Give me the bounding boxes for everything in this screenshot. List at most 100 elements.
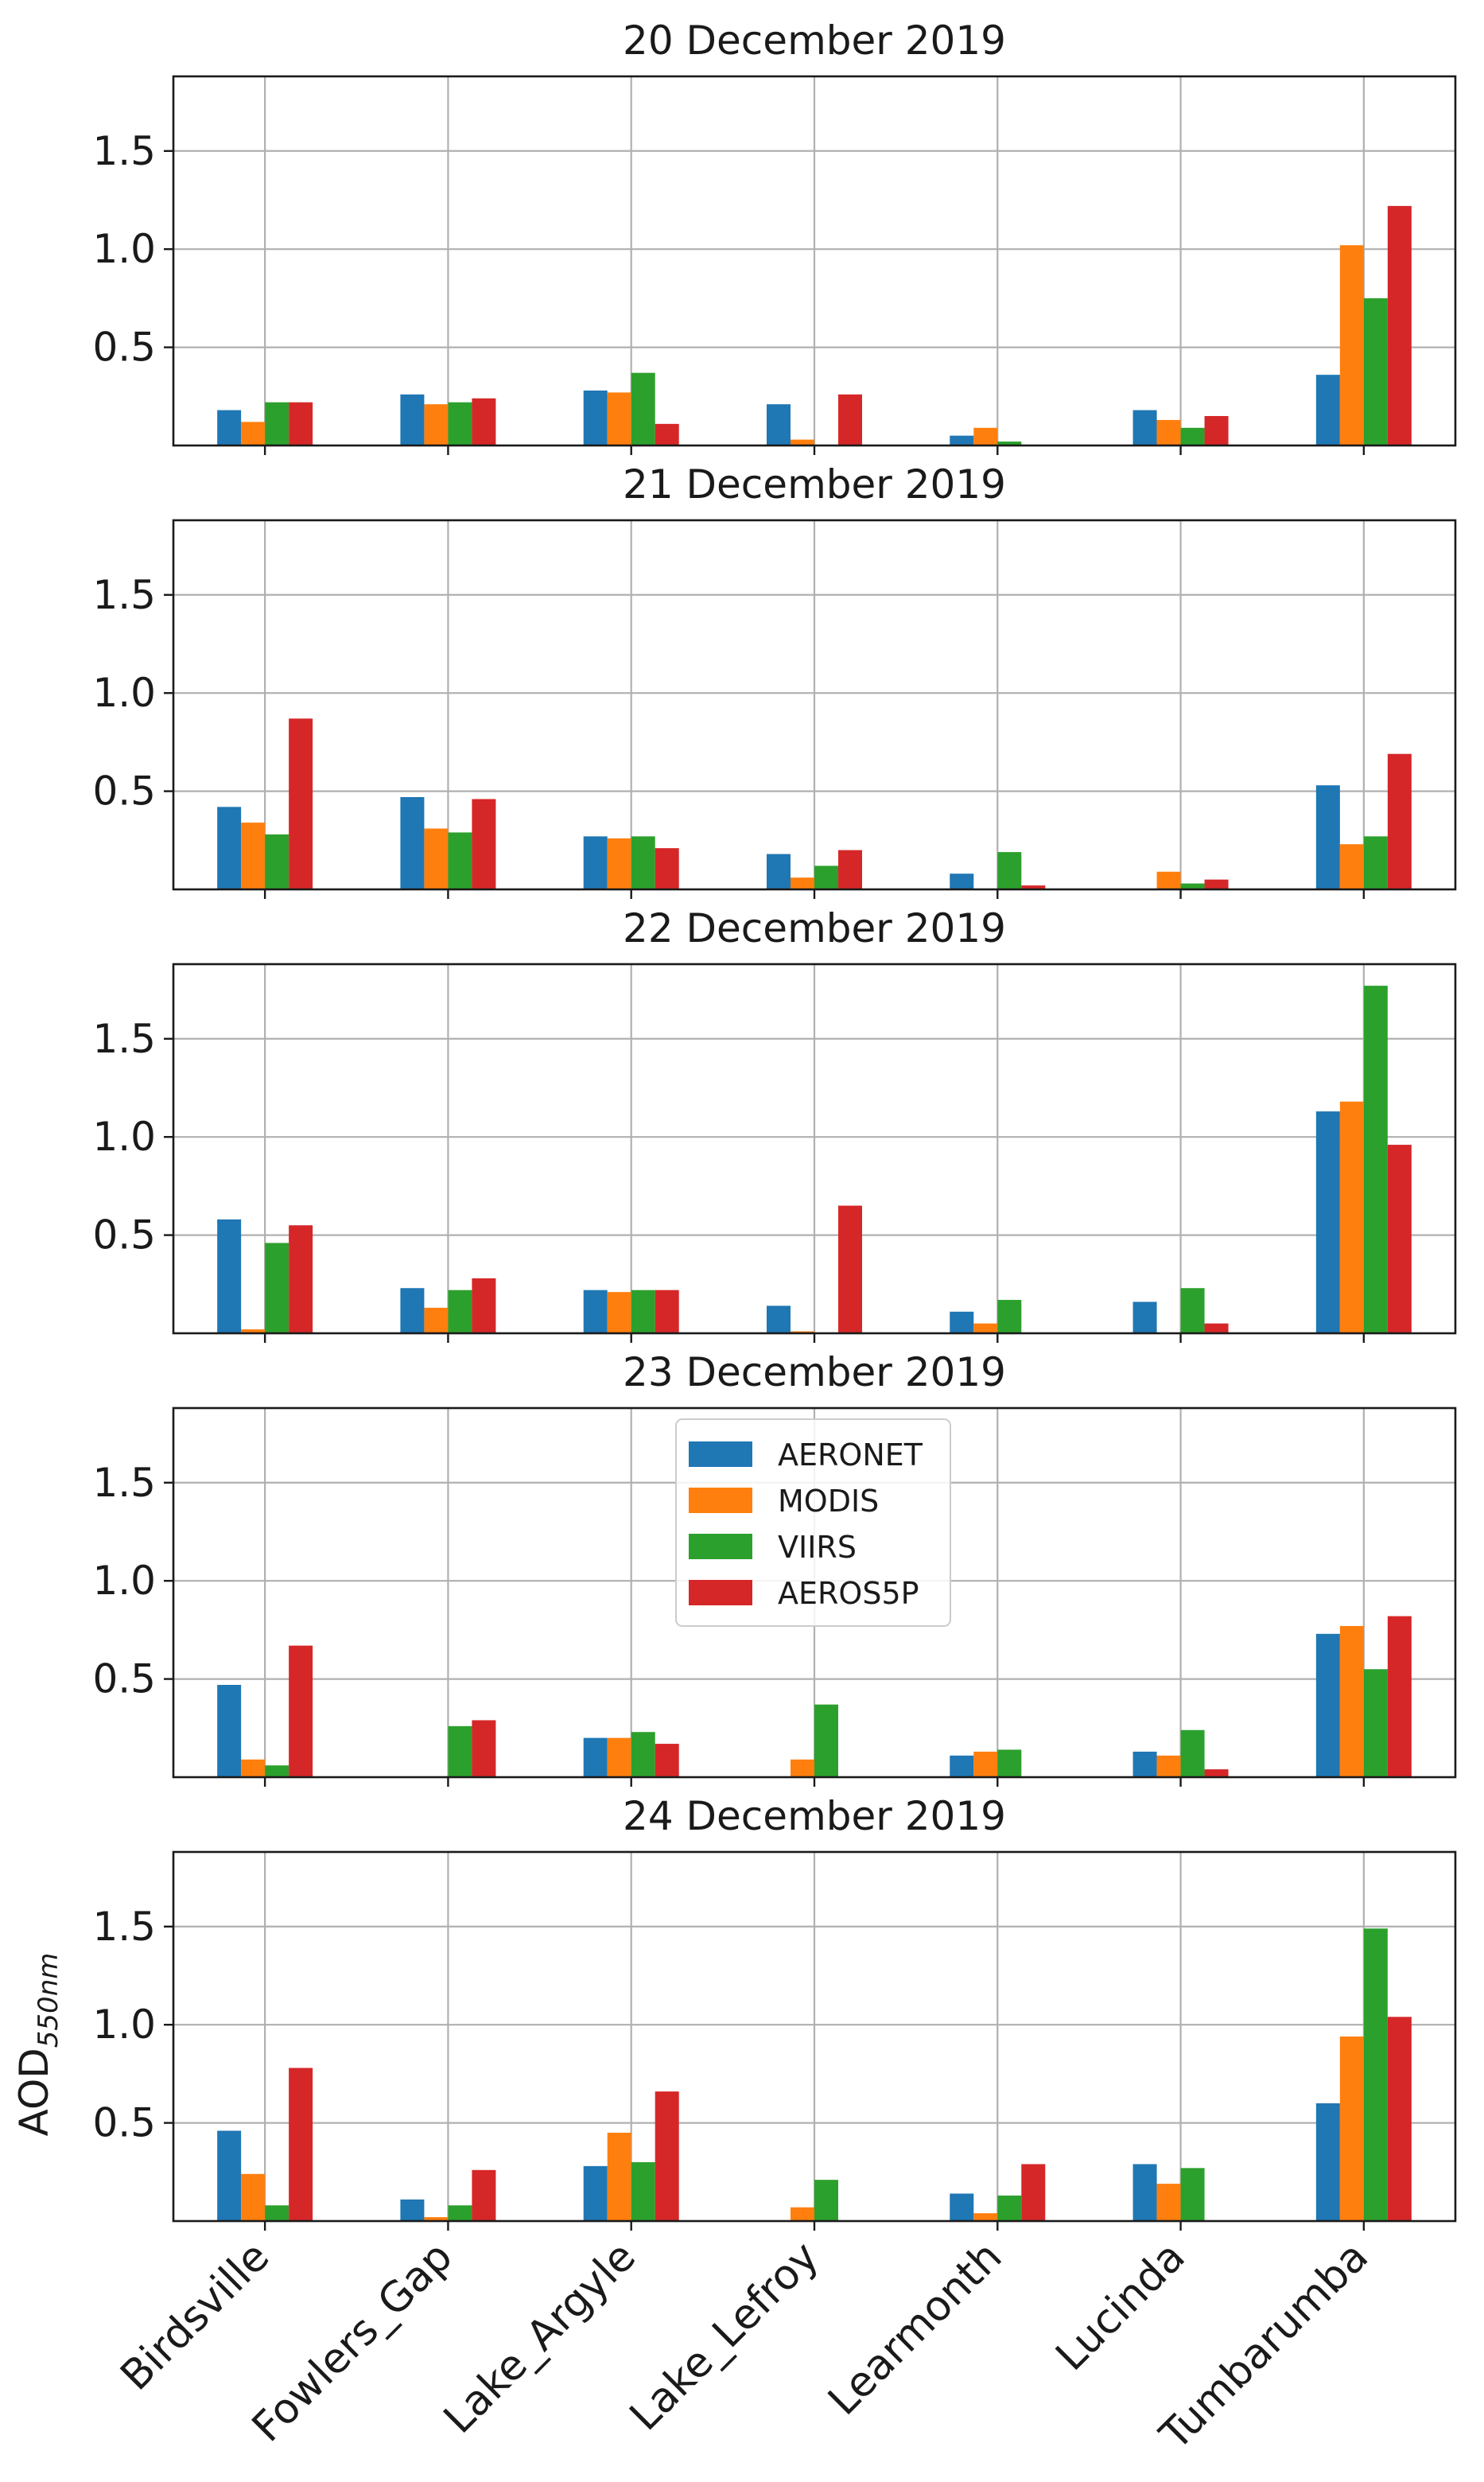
bar-modis-lake_lefroy — [791, 439, 814, 445]
bar-viirs-birdsville — [265, 2205, 289, 2221]
bar-aeros5p-lake_lefroy — [838, 394, 862, 445]
panel-title: 22 December 2019 — [623, 905, 1006, 951]
bar-modis-lake_argyle — [607, 1737, 631, 1777]
bar-modis-learmonth — [973, 2213, 998, 2221]
bar-aeros5p-fowlers_gap — [472, 799, 496, 889]
bar-viirs-learmonth — [997, 852, 1022, 889]
axes-frame — [172, 963, 1457, 1335]
bar-aeronet-fowlers_gap — [400, 394, 425, 445]
bar-aeronet-learmonth — [950, 1311, 974, 1333]
bar-viirs-tumbarumba — [1363, 1669, 1388, 1777]
bar-aeronet-lucinda — [1132, 410, 1157, 445]
bar-aeronet-lucinda — [1132, 2164, 1157, 2221]
legend-swatch-aeronet — [689, 1441, 752, 1467]
axes-frame — [172, 1406, 1457, 1779]
bar-modis-lake_argyle — [607, 838, 631, 889]
bar-viirs-learmonth — [997, 2195, 1022, 2221]
legend-label-aeros5p: AEROS5P — [778, 1576, 919, 1611]
x-tick-label: Birdsville — [111, 2233, 278, 2400]
bar-modis-tumbarumba — [1339, 245, 1364, 445]
bar-aeros5p-lake_argyle — [655, 1290, 679, 1333]
bar-viirs-fowlers_gap — [448, 1725, 472, 1777]
y-tick-label: 0.5 — [92, 325, 156, 371]
bar-aeronet-lucinda — [1132, 1301, 1157, 1333]
bar-aeros5p-tumbarumba — [1387, 753, 1412, 889]
bar-modis-fowlers_gap — [424, 828, 449, 889]
y-tick-label: 1.5 — [92, 128, 156, 174]
bar-modis-fowlers_gap — [424, 1307, 449, 1333]
panel-1: 20 December 2019 0.5 1.0 1.5 — [92, 18, 1457, 455]
bar-aeros5p-lake_lefroy — [838, 850, 862, 889]
bar-aeros5p-birdsville — [289, 1645, 313, 1777]
panel-3: 22 December 2019 0.5 1.0 1.5 — [92, 905, 1457, 1343]
bar-aeros5p-tumbarumba — [1387, 205, 1412, 445]
y-tick-label: 1.0 — [92, 226, 156, 272]
bar-aeros5p-lucinda — [1204, 1769, 1229, 1777]
bar-aeros5p-birdsville — [289, 402, 313, 445]
bar-modis-lake_argyle — [607, 392, 631, 445]
bar-aeronet-lake_lefroy — [767, 404, 791, 445]
bar-aeronet-fowlers_gap — [400, 797, 425, 889]
bar-modis-birdsville — [241, 823, 266, 889]
y-tick-label: 1.5 — [92, 1460, 156, 1506]
bar-modis-lake_lefroy — [791, 877, 814, 889]
bar-modis-lake_lefroy — [791, 1759, 814, 1777]
bar-modis-birdsville — [241, 1329, 266, 1333]
panel-title: 23 December 2019 — [623, 1349, 1006, 1395]
y-tick-label: 0.5 — [92, 1656, 156, 1702]
legend-box — [675, 1418, 951, 1627]
x-tick-label: Lake_Lefroy — [621, 2233, 828, 2440]
bar-viirs-lake_argyle — [631, 2161, 655, 2221]
panel-4: 23 December 2019 0.5 1.0 1.5 — [92, 1349, 1457, 1787]
bar-aeros5p-birdsville — [289, 2068, 313, 2221]
bar-aeros5p-fowlers_gap — [472, 2169, 496, 2221]
legend-swatch-modis — [689, 1488, 752, 1513]
bar-aeros5p-lucinda — [1204, 879, 1229, 889]
bar-aeronet-lake_argyle — [583, 1290, 608, 1333]
bar-viirs-birdsville — [265, 1765, 289, 1777]
bar-viirs-learmonth — [997, 1749, 1022, 1777]
panel-title: 21 December 2019 — [623, 461, 1006, 508]
bar-aeros5p-lucinda — [1204, 1323, 1229, 1333]
bar-aeros5p-fowlers_gap — [472, 1720, 496, 1777]
bar-aeronet-lucinda — [1132, 1751, 1157, 1777]
bar-modis-birdsville — [241, 2173, 266, 2221]
bar-aeronet-fowlers_gap — [400, 1288, 425, 1333]
legend-label-modis: MODIS — [778, 1484, 879, 1519]
bar-viirs-lake_lefroy — [814, 2180, 838, 2221]
legend-label-aeronet: AERONET — [778, 1437, 923, 1472]
bar-viirs-birdsville — [265, 834, 289, 889]
x-tick-label: Lucinda — [1047, 2233, 1195, 2380]
bar-aeronet-learmonth — [950, 435, 974, 445]
legend-swatch-aeros5p — [689, 1580, 752, 1605]
bar-viirs-lake_argyle — [631, 836, 655, 889]
bar-aeros5p-lake_argyle — [655, 1744, 679, 1777]
bar-viirs-fowlers_gap — [448, 402, 472, 445]
bar-aeros5p-tumbarumba — [1387, 2017, 1412, 2221]
y-axis-label-sub: 550nm — [33, 1953, 64, 2048]
bar-aeros5p-learmonth — [1021, 2164, 1046, 2221]
panel-title: 24 December 2019 — [623, 1793, 1006, 1839]
bar-aeronet-learmonth — [950, 2193, 974, 2221]
y-tick-label: 1.5 — [92, 1904, 156, 1950]
bar-modis-lake_argyle — [607, 1292, 631, 1333]
bar-viirs-tumbarumba — [1363, 1928, 1388, 2221]
bar-aeronet-birdsville — [217, 410, 242, 445]
panel-title: 20 December 2019 — [623, 18, 1006, 64]
bar-aeronet-learmonth — [950, 1755, 974, 1777]
x-tick-label: Lake_Argyle — [435, 2233, 645, 2443]
y-tick-label: 0.5 — [92, 1212, 156, 1259]
bar-aeronet-birdsville — [217, 1685, 242, 1777]
bar-aeros5p-fowlers_gap — [472, 1278, 496, 1333]
bar-aeros5p-lake_argyle — [655, 423, 679, 445]
bar-viirs-lucinda — [1180, 427, 1205, 445]
bar-viirs-birdsville — [265, 402, 289, 445]
panel-2: 21 December 2019 0.5 1.0 1.5 — [92, 461, 1457, 899]
bar-modis-learmonth — [973, 1323, 998, 1333]
bar-modis-fowlers_gap — [424, 404, 449, 445]
bar-aeronet-lake_argyle — [583, 836, 608, 889]
panel-5: 24 December 2019 0.5 1.0 1.5 — [92, 1793, 1457, 2231]
bar-viirs-learmonth — [997, 442, 1022, 445]
bar-modis-lake_argyle — [607, 2132, 631, 2221]
